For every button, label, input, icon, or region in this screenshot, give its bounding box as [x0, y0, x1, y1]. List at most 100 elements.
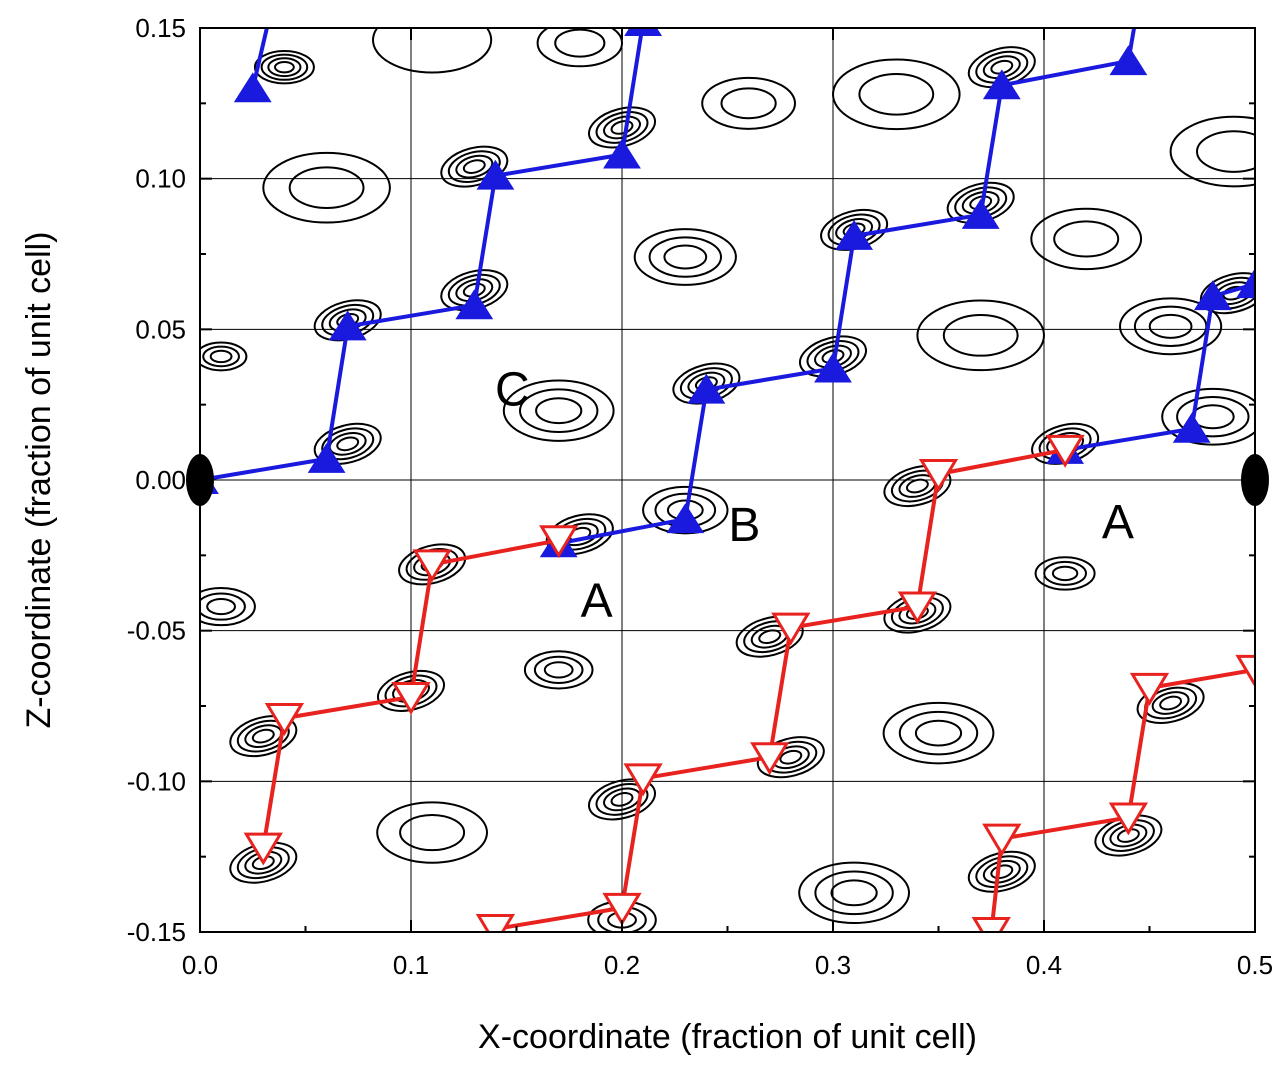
contour-layer	[200, 28, 1255, 932]
data-point-triangle-down	[1108, 802, 1149, 836]
data-point-triangle-up	[603, 138, 641, 169]
x-axis-title: X-coordinate (fraction of unit cell)	[478, 1018, 977, 1056]
contour-ring	[533, 655, 584, 684]
contour-ring	[701, 76, 796, 130]
contour-ring	[554, 28, 606, 58]
x-tick-label: 0.0	[182, 950, 218, 980]
data-point-triangle-down	[1235, 654, 1255, 688]
data-point-triangle-down	[750, 742, 790, 776]
contour-ring	[830, 879, 878, 907]
series-chain-line	[200, 28, 645, 482]
contour-ring	[990, 864, 1014, 880]
contour-ring	[262, 151, 391, 224]
contour-ring	[202, 345, 241, 368]
contour-ring	[1176, 396, 1250, 438]
x-tick-label: 0.4	[1026, 950, 1062, 980]
contour-ring	[1043, 560, 1087, 586]
data-point-triangle-up	[814, 352, 852, 383]
contour-ring	[720, 87, 777, 120]
contour-ring	[209, 349, 233, 364]
contour-ring	[975, 855, 1029, 889]
contour-ring	[1161, 387, 1255, 446]
y-tick-label: 0.00	[135, 465, 186, 495]
contour-ring	[756, 736, 825, 779]
data-point-triangle-up	[624, 28, 663, 36]
series-chain-line	[989, 667, 1255, 932]
contour-ring	[735, 615, 804, 658]
contour-ring	[610, 792, 634, 807]
contour-ring	[898, 710, 979, 756]
contour-ring	[595, 783, 649, 816]
contour-ring	[916, 299, 1046, 372]
data-point-triangle-up	[476, 159, 515, 190]
grid-lines	[199, 27, 1256, 933]
data-point-triangle-up	[1193, 280, 1232, 311]
data-point-triangle-down	[971, 917, 1011, 932]
x-tick-label: 0.3	[815, 950, 851, 980]
contour-ring	[267, 57, 302, 78]
contour-ring	[455, 154, 494, 179]
x-tick-label: 0.1	[393, 950, 429, 980]
contour-ring	[1034, 556, 1096, 591]
contour-ring	[398, 543, 467, 586]
contour-ring	[535, 397, 583, 425]
contour-ring	[914, 719, 963, 747]
ticks: 0.0 0.1 0.2 0.3 0.4 0.5 -0.15 -0.10 -0.05 0.00 0.0…	[127, 13, 1273, 980]
contour-ring	[447, 150, 501, 183]
data-point-triangle-up	[687, 373, 726, 404]
data-point-triangle-up	[835, 219, 874, 250]
contour-ring	[779, 749, 803, 765]
data-point-triangle-down	[602, 892, 642, 926]
contour-ring	[1053, 220, 1120, 258]
annotation-label: A	[1102, 496, 1134, 549]
contour-ring	[336, 436, 360, 452]
y-axis-title: Z-coordinate (fraction of unit cell)	[20, 232, 58, 729]
contour-ring	[942, 314, 1019, 357]
contour-ring	[798, 861, 910, 925]
data-point-triangle-down	[623, 763, 663, 797]
contour-ring	[200, 592, 246, 621]
y-tick-label: -0.15	[127, 917, 186, 947]
data-point-triangle-up	[982, 69, 1021, 100]
contour-ring	[1051, 565, 1079, 582]
data-point-triangle-down	[771, 612, 811, 646]
contour-ring	[832, 58, 961, 131]
contour-ring	[229, 715, 298, 758]
data-point-triangle-up	[1109, 45, 1148, 76]
data-point-triangle-up	[961, 198, 1000, 229]
data-point-triangle-up	[307, 442, 346, 473]
contour-ring	[1133, 305, 1208, 348]
data-point-triangle-up	[666, 503, 705, 534]
contour-ring	[399, 813, 466, 852]
data-point-triangle-down	[475, 913, 516, 932]
contour-ring	[206, 597, 237, 616]
contour-ring	[251, 728, 275, 744]
x-tick-label: 0.5	[1237, 950, 1273, 980]
contour-ring	[502, 379, 615, 442]
data-point-triangle-up	[455, 289, 494, 320]
contour-ring	[236, 719, 290, 753]
contour-ring	[523, 650, 594, 690]
data-point-triangle-down	[539, 525, 579, 559]
contour-ring	[648, 236, 722, 278]
contour-ring	[882, 701, 995, 765]
contour-ring	[1169, 115, 1255, 188]
y-tick-label: -0.10	[127, 766, 186, 796]
contour-ring	[967, 850, 1036, 893]
y-tick-label: 0.05	[135, 314, 186, 344]
contour-ring	[313, 422, 382, 465]
contour-ring	[663, 244, 708, 270]
contour-ring	[642, 485, 729, 535]
series-chain-line	[250, 28, 269, 89]
contour-ring	[200, 586, 256, 627]
data-point-triangle-down	[918, 458, 959, 492]
data-point-triangle-up	[233, 72, 272, 103]
contour-ring	[858, 72, 935, 116]
data-point-triangle-up	[256, 0, 292, 11]
data-point-triangle-up	[1236, 268, 1255, 299]
series-layer	[200, 0, 1255, 932]
data-point-triangle-down	[982, 823, 1022, 857]
contour-ring	[536, 28, 623, 68]
contour-ring	[1119, 297, 1223, 356]
